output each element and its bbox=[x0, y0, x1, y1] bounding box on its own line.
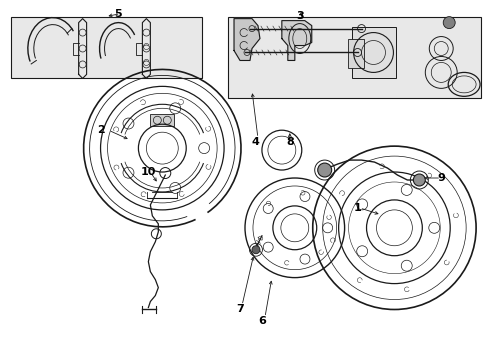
Bar bbox=[150, 114, 174, 126]
Text: 6: 6 bbox=[258, 316, 265, 327]
Text: 7: 7 bbox=[236, 305, 244, 315]
Text: 10: 10 bbox=[141, 167, 156, 177]
Circle shape bbox=[412, 174, 425, 186]
Polygon shape bbox=[281, 21, 311, 60]
Bar bbox=[227, 17, 480, 98]
Text: 5: 5 bbox=[115, 9, 122, 19]
Circle shape bbox=[442, 17, 454, 28]
Text: 8: 8 bbox=[285, 137, 293, 147]
Bar bbox=[347, 39, 363, 68]
Bar bbox=[11, 17, 202, 78]
Text: 1: 1 bbox=[353, 203, 361, 213]
Polygon shape bbox=[234, 19, 260, 60]
Circle shape bbox=[251, 246, 260, 254]
Text: 3: 3 bbox=[295, 11, 303, 21]
Text: 9: 9 bbox=[436, 173, 444, 183]
Bar bbox=[351, 27, 396, 78]
Circle shape bbox=[317, 163, 331, 177]
Text: 2: 2 bbox=[97, 125, 104, 135]
Text: 4: 4 bbox=[250, 137, 258, 147]
